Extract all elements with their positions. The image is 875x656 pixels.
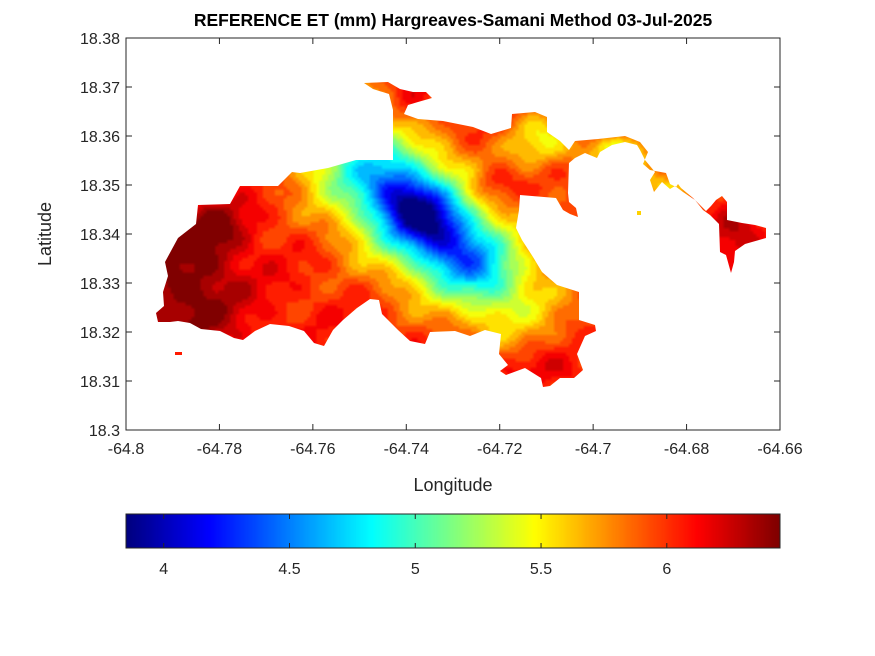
- y-tick-label: 18.31: [80, 374, 120, 391]
- chart-title: REFERENCE ET (mm) Hargreaves-Samani Meth…: [194, 10, 713, 30]
- colorbar-tick-label: 4.5: [278, 561, 300, 578]
- x-tick-label: -64.68: [664, 441, 709, 458]
- x-axis-label: Longitude: [413, 475, 492, 495]
- y-tick-label: 18.33: [80, 276, 120, 293]
- x-tick-label: -64.78: [197, 441, 242, 458]
- x-axis: -64.8 -64.78 -64.76 -64.74 -64.72 -64.7 -64.68…: [108, 38, 803, 458]
- x-tick-label: -64.66: [757, 441, 802, 458]
- y-tick-label: 18.3: [89, 423, 120, 440]
- y-axis-label: Latitude: [35, 202, 55, 266]
- x-tick-label: -64.7: [575, 441, 612, 458]
- small-islet-2: [637, 211, 641, 215]
- y-tick-label: 18.36: [80, 129, 120, 146]
- colorbar-tick-label: 5: [411, 561, 420, 578]
- y-tick-label: 18.37: [80, 80, 120, 97]
- y-tick-label: 18.38: [80, 31, 120, 48]
- x-tick-label: -64.72: [477, 441, 522, 458]
- plot-area: [125, 37, 781, 431]
- x-tick-label: -64.76: [290, 441, 335, 458]
- x-tick-label: -64.8: [108, 441, 145, 458]
- colorbar-ticks: 4 4.5 5 5.5 6: [159, 514, 671, 578]
- y-tick-label: 18.35: [80, 178, 120, 195]
- y-tick-label: 18.34: [80, 227, 120, 244]
- small-islet: [175, 352, 182, 355]
- colorbar-tick-label: 4: [159, 561, 168, 578]
- colorbar-tick-label: 6: [662, 561, 671, 578]
- y-axis: 18.3 18.31 18.32 18.33 18.34 18.35 18.36 18.37 1…: [80, 31, 780, 440]
- colorbar-tick-label: 5.5: [530, 561, 552, 578]
- y-tick-label: 18.32: [80, 325, 120, 342]
- x-tick-label: -64.74: [384, 441, 429, 458]
- colorbar-gradient: [126, 514, 780, 548]
- colorbar: 4 4.5 5 5.5 6: [125, 513, 781, 578]
- colorbar-frame: [125, 513, 781, 549]
